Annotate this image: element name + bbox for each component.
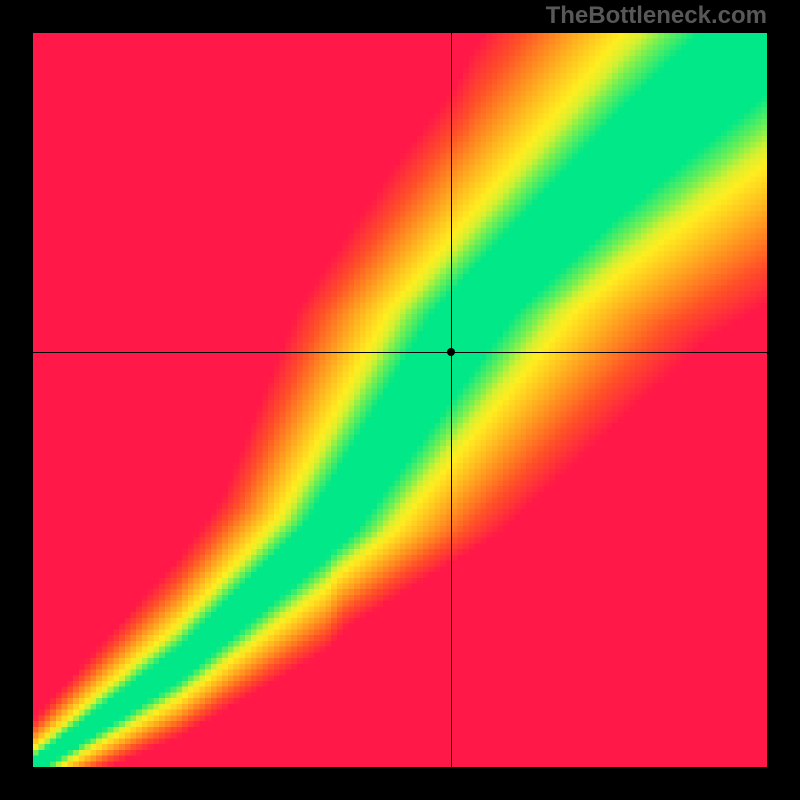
- bottleneck-heatmap: [33, 33, 767, 767]
- watermark-text: TheBottleneck.com: [546, 2, 767, 30]
- chart-container: TheBottleneck.com: [0, 0, 800, 800]
